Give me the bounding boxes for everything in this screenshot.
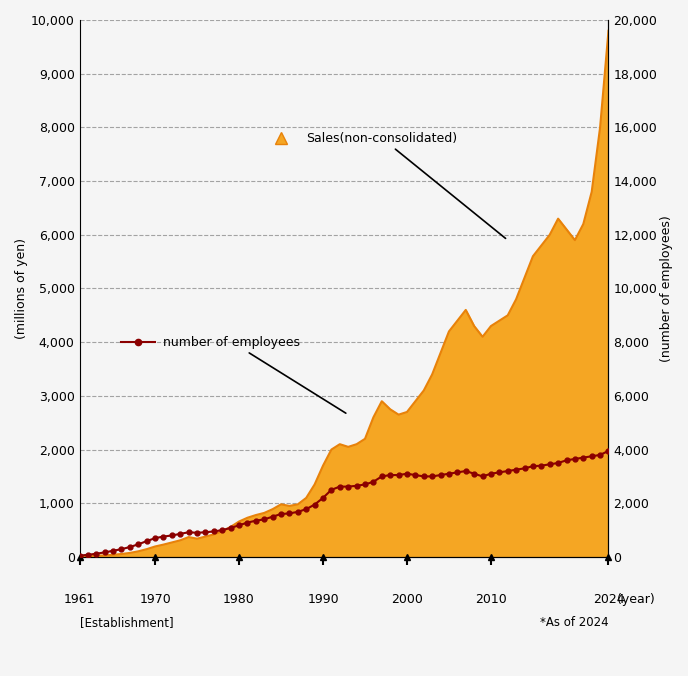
Text: 1990: 1990 <box>308 594 338 606</box>
Text: number of employees: number of employees <box>164 336 346 413</box>
Text: 1961: 1961 <box>64 594 95 606</box>
Text: (year): (year) <box>613 594 654 606</box>
Y-axis label: (millions of yen): (millions of yen) <box>15 238 28 339</box>
Text: 2010: 2010 <box>475 594 507 606</box>
Y-axis label: (number of employees): (number of employees) <box>660 215 673 362</box>
Text: 1980: 1980 <box>223 594 255 606</box>
Text: 1970: 1970 <box>139 594 171 606</box>
Text: Sales(non-consolidated): Sales(non-consolidated) <box>306 132 506 239</box>
Text: *As of 2024: *As of 2024 <box>540 616 608 629</box>
Text: 2000: 2000 <box>391 594 423 606</box>
Text: [Establishment]: [Establishment] <box>80 616 173 629</box>
Text: 2024: 2024 <box>592 594 624 606</box>
